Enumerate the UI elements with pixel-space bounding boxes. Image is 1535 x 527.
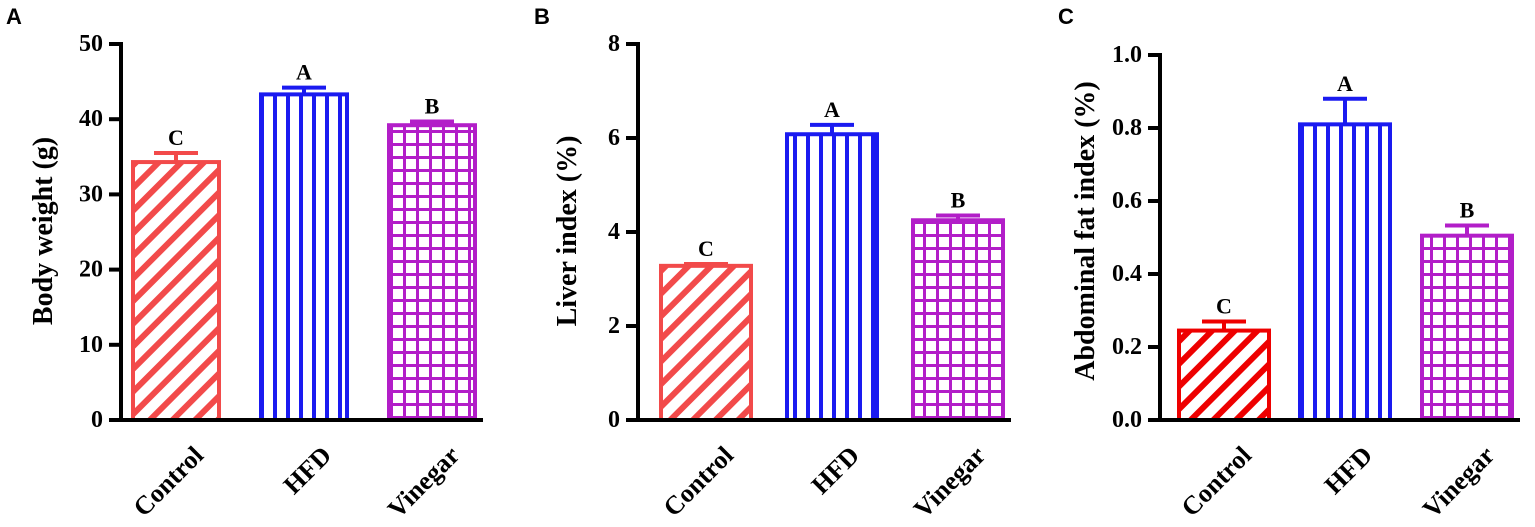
panel-c-y-tick-label: 0.8 [1112, 115, 1142, 141]
panel-a-y-tick-label: 40 [79, 106, 103, 132]
panel-b-significance-vinegar: B [951, 188, 966, 213]
panel-b-bar-vinegar [911, 218, 1005, 422]
panel-a-letter: A [6, 4, 22, 29]
panel-b-y-tick-label: 6 [608, 125, 620, 151]
panel-b-error-bar-control [684, 261, 728, 266]
panel-c-y-axis-title: Abdominal fat index (%) [1070, 81, 1101, 380]
panel-c: C Abdominal fat index (%) C Control A HFD B V… [1058, 4, 1520, 524]
panel-c-error-bar-hfd [1323, 96, 1367, 125]
panel-b-y-tick-label: 0 [608, 407, 620, 433]
panel-a-significance-vinegar: B [425, 93, 440, 118]
panel-b-error-bar-vinegar [936, 213, 980, 221]
panel-b-bar-hfd [785, 132, 879, 423]
panel-a-y-tick-label: 50 [79, 31, 103, 57]
panel-a-y-tick-label: 10 [79, 332, 103, 358]
panel-a-error-bar-control [154, 151, 198, 163]
panel-c-y-tick-label: 0.0 [1112, 407, 1142, 433]
panel-c-y-tick-label: 0.6 [1112, 188, 1142, 214]
panel-b-y-tick-label: 4 [608, 219, 620, 245]
panel-b: B Liver index (%) C Control A HFD B Vinegar 0 2… [534, 4, 1011, 524]
panel-b-plot: C Control A HFD B Vinegar 0 2 4 6 8 [608, 31, 1011, 524]
panel-a-bar-control [131, 160, 221, 422]
panel-b-error-bar-hfd [810, 122, 854, 135]
panel-a: A Body weight (g) C Control A HFD B Vinegar 0 1… [6, 4, 483, 524]
panel-a-error-bar-vinegar [410, 119, 454, 126]
panel-b-bar-control [659, 263, 753, 422]
panel-a-bar-vinegar [387, 123, 477, 422]
panel-b-significance-control: C [698, 236, 714, 261]
panel-a-y-tick-label: 20 [79, 257, 103, 283]
panel-c-category-label-hfd: HFD [1319, 441, 1378, 500]
panel-c-error-bar-control [1202, 319, 1246, 331]
panel-c-significance-control: C [1216, 293, 1232, 318]
panel-a-bar-hfd [259, 92, 349, 422]
panel-a-plot: C Control A HFD B Vinegar 0 10 20 30 40 50 [79, 31, 483, 524]
panel-c-bar-hfd [1298, 122, 1392, 422]
panel-c-y-tick-label: 0.2 [1112, 334, 1142, 360]
panel-b-category-label-hfd: HFD [806, 441, 865, 500]
panel-b-significance-hfd: A [824, 97, 840, 122]
panel-a-category-label-control: Control [128, 441, 209, 522]
panel-a-y-axis-title: Body weight (g) [28, 137, 59, 325]
panel-a-y-tick-label: 30 [79, 181, 103, 207]
panel-c-category-label-vinegar: Vinegar [1417, 441, 1500, 524]
panel-b-category-label-control: Control [658, 441, 739, 522]
panel-b-y-tick-label: 8 [608, 31, 620, 57]
panel-b-y-axis-title: Liver index (%) [552, 136, 583, 327]
panel-c-y-tick-label: 0.4 [1112, 261, 1142, 287]
panel-a-significance-hfd: A [296, 60, 312, 85]
panel-c-plot: C Control A HFD B Vinegar 0.0 0.2 0.4 0.6 0.8 1.0 [1112, 42, 1520, 524]
panel-c-bar-control [1177, 328, 1271, 423]
panel-c-significance-vinegar: B [1460, 197, 1475, 222]
panel-b-letter: B [534, 4, 550, 29]
panel-c-category-label-control: Control [1176, 441, 1257, 522]
panel-a-error-bar-hfd [282, 85, 326, 95]
panel-c-significance-hfd: A [1337, 71, 1353, 96]
panel-a-y-tick-label: 0 [91, 407, 103, 433]
panel-a-significance-control: C [168, 125, 184, 150]
panel-c-letter: C [1058, 4, 1074, 29]
panel-a-category-label-hfd: HFD [278, 441, 337, 500]
panel-b-category-label-vinegar: Vinegar [908, 441, 991, 524]
panel-c-bar-vinegar [1420, 233, 1514, 422]
panel-b-y-tick-label: 2 [608, 313, 620, 339]
panel-c-y-tick-label: 1.0 [1112, 42, 1142, 68]
panel-a-category-label-vinegar: Vinegar [382, 441, 465, 524]
panel-c-error-bar-vinegar [1445, 223, 1489, 236]
